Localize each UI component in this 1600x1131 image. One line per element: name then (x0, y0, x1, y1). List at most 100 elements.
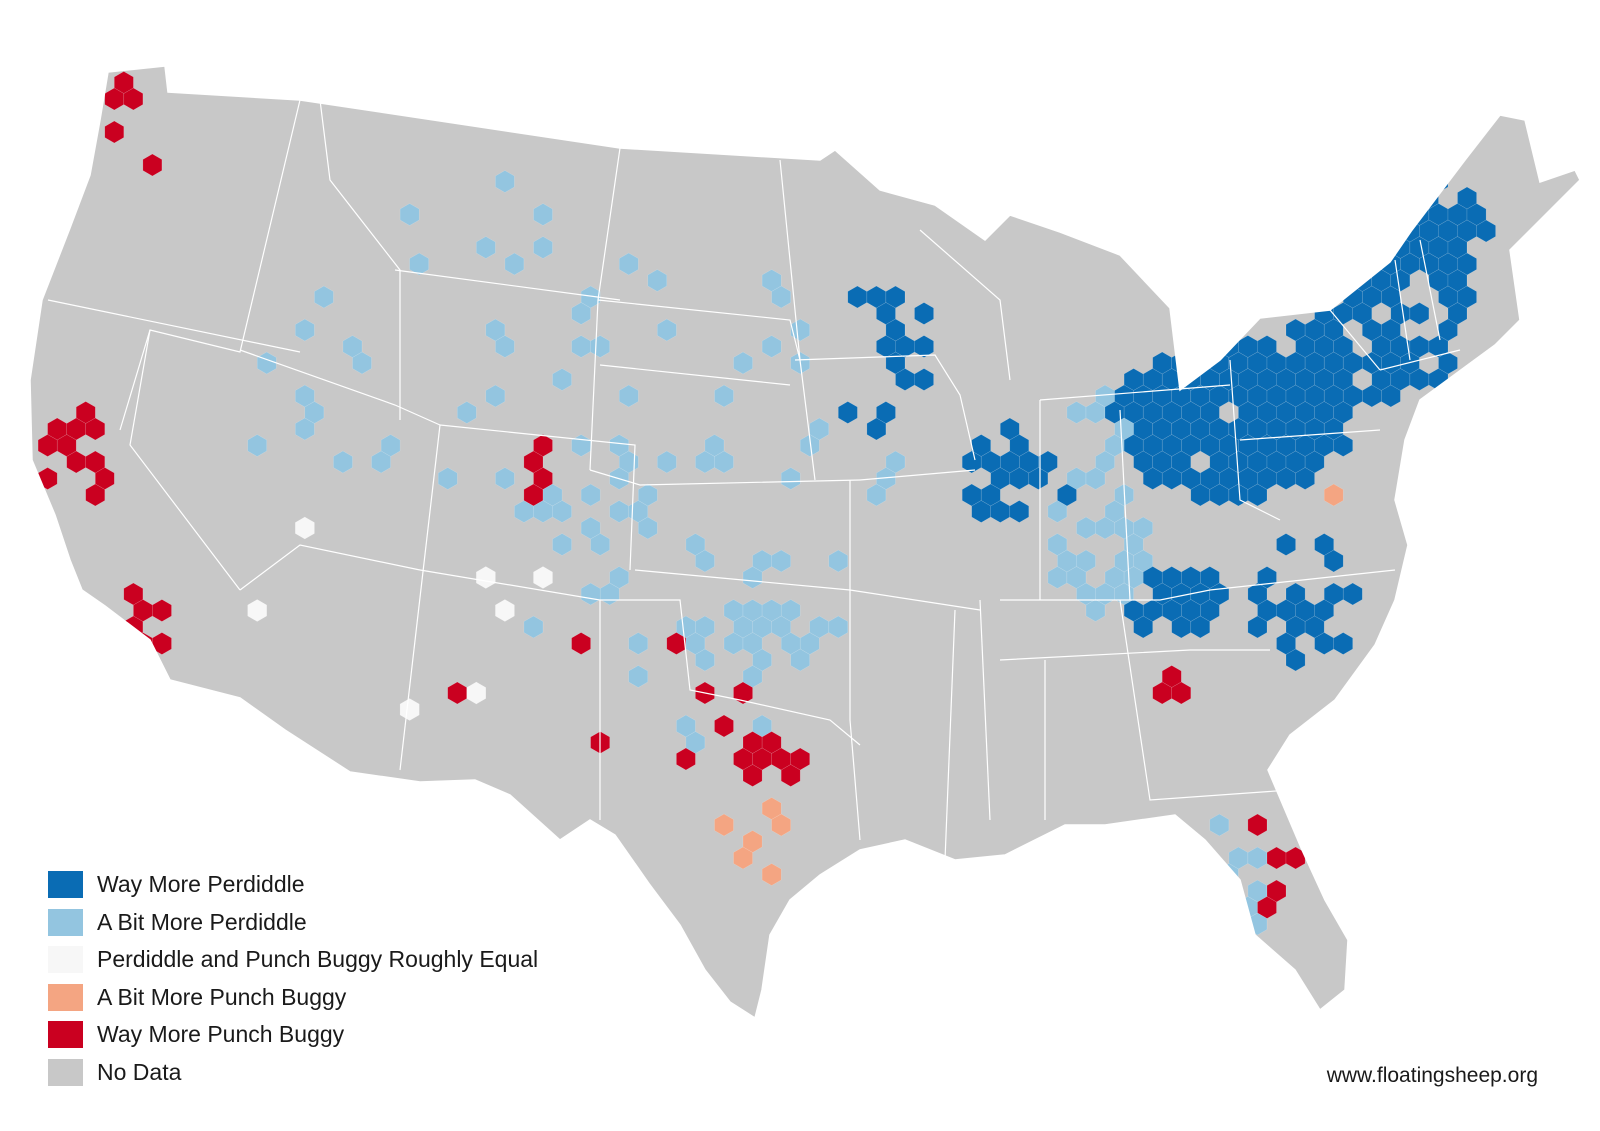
hex-cell (1085, 467, 1106, 490)
hex-cell (1219, 896, 1239, 919)
hex-cell (695, 648, 715, 672)
hex-cell (1333, 269, 1353, 292)
hex-cell (1323, 219, 1344, 243)
legend-swatch (48, 983, 83, 1011)
legend-swatch (48, 908, 83, 936)
hex-cell (142, 153, 163, 177)
hex-cell (1342, 582, 1363, 606)
hex-cell (1476, 219, 1496, 243)
hex-cell (295, 318, 315, 342)
hex-cell (914, 302, 934, 325)
state-borders (47, 99, 1461, 861)
legend-swatch (48, 1021, 83, 1049)
hex-cell (771, 549, 791, 573)
hex-cell (104, 615, 125, 639)
hex-cell (1333, 632, 1353, 655)
hex-cell (85, 483, 106, 507)
hex-cell (1276, 533, 1296, 556)
hex-cell (657, 318, 677, 342)
hex-cell (1209, 813, 1230, 837)
hex-cell (399, 203, 420, 226)
hex-cell (1295, 236, 1315, 259)
hex-cell (790, 318, 810, 342)
legend-label: Way More Punch Buggy (97, 1021, 345, 1048)
legend-swatch (48, 1058, 83, 1086)
hex-cell (1390, 203, 1411, 226)
hex-cell (371, 450, 391, 474)
hex-cell (104, 120, 125, 144)
hex-cell (1342, 252, 1363, 276)
hex-cell (352, 351, 372, 375)
hex-cell (1285, 285, 1306, 309)
hex-cell (1314, 203, 1334, 226)
hex-cell (828, 549, 849, 573)
hex-cell (714, 714, 734, 738)
hex-cell (1304, 219, 1325, 243)
hex-cell (247, 599, 267, 622)
hex-cell (761, 863, 782, 886)
hex-cell (866, 483, 887, 507)
hex-cell (714, 384, 734, 408)
hex-cell (618, 384, 639, 408)
hex-cell (1381, 219, 1401, 243)
hex-cell (742, 566, 763, 589)
hex-cell (657, 450, 677, 474)
hex-cell (123, 87, 144, 111)
hex-cell (533, 566, 553, 589)
hex-cell (495, 335, 515, 358)
legend-item-a-bit-more-perdiddle: A Bit More Perdiddle (48, 904, 538, 942)
hex-cell (1381, 186, 1401, 210)
hex-cell (409, 252, 429, 276)
hex-cell (571, 302, 591, 325)
hex-cell (1133, 615, 1153, 639)
hex-cell (695, 549, 715, 573)
hex-cell (1295, 269, 1315, 292)
hex-cell (533, 236, 553, 259)
hex-cell (780, 467, 801, 490)
hex-cell (1285, 648, 1306, 672)
hex-cell (1323, 252, 1344, 276)
hex-cell (628, 632, 649, 655)
hex-cell (1333, 434, 1353, 457)
hex-cell (1352, 203, 1373, 226)
hex-cell (761, 335, 782, 358)
legend-item-way-more-punch-buggy: Way More Punch Buggy (48, 1016, 538, 1054)
hex-cell (523, 615, 544, 639)
hex-cell (247, 434, 267, 457)
legend-item-a-bit-more-punch-buggy: A Bit More Punch Buggy (48, 979, 538, 1017)
legend-label: A Bit More Perdiddle (97, 908, 307, 935)
hex-cell (647, 269, 668, 292)
hex-cell (618, 252, 639, 276)
hex-cell (476, 236, 496, 259)
legend-label: A Bit More Punch Buggy (97, 983, 347, 1010)
hex-cell (1333, 203, 1353, 226)
hex-cell (1371, 203, 1392, 226)
hex-cell (1247, 615, 1268, 639)
hex-cell (1342, 219, 1363, 243)
legend-label: Perdiddle and Punch Buggy Roughly Equal (97, 946, 539, 973)
hex-cell (571, 632, 591, 655)
hex-cell (1314, 236, 1334, 259)
hex-cell (1371, 236, 1392, 259)
hex-cell (590, 533, 610, 556)
hex-cell (1381, 384, 1401, 408)
hex-cell (495, 599, 515, 622)
legend-item-roughly-equal: Perdiddle and Punch Buggy Roughly Equal (48, 941, 538, 979)
legend-item-way-more-perdiddle: Way More Perdiddle (48, 866, 538, 904)
hex-cell (733, 351, 753, 375)
hex-cell (85, 417, 106, 441)
hex-cell (790, 648, 810, 672)
hex-cell (733, 846, 753, 870)
hex-cell (1400, 186, 1420, 210)
hex-cell (1362, 219, 1382, 243)
hex-cell (504, 252, 525, 276)
legend-label: Way More Perdiddle (97, 871, 305, 898)
hex-cell (714, 813, 734, 837)
hex-cell (866, 417, 887, 441)
hex-cell (437, 467, 458, 490)
hex-cell (1342, 186, 1363, 210)
legend-swatch (48, 946, 83, 974)
hex-cell (457, 401, 477, 424)
hex-cell (638, 516, 658, 540)
